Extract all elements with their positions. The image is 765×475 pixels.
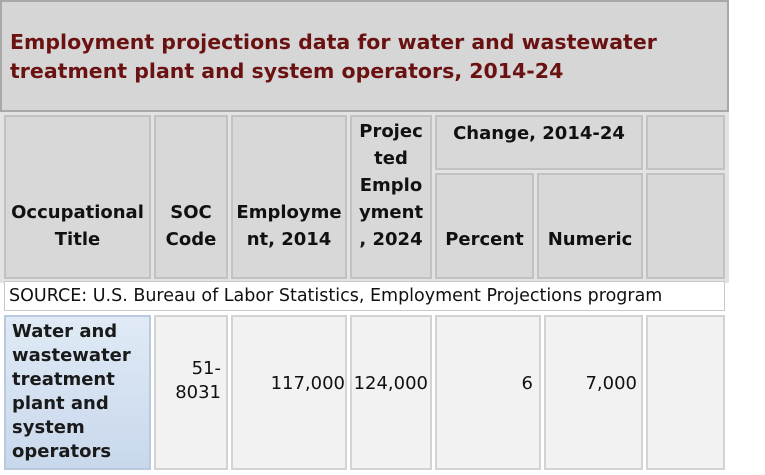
header-numeric: Numeric bbox=[537, 173, 643, 279]
header-employment-2014: Employme nt, 2014 bbox=[231, 115, 347, 279]
header-soc-code: SOC Code bbox=[154, 115, 228, 279]
table-cell-projected-employment: 124,000 bbox=[350, 315, 432, 470]
header-change-group: Change, 2014-24 bbox=[435, 115, 643, 170]
table-caption: Employment projections data for water an… bbox=[10, 30, 657, 83]
header-spacer-top bbox=[646, 115, 725, 170]
soc-code-value: 51-8031 bbox=[175, 358, 221, 403]
percent-value: 6 bbox=[521, 373, 533, 394]
header-occupational-title: Occupational Title bbox=[4, 115, 151, 279]
employment-2014-value: 117,000 bbox=[270, 373, 345, 394]
numeric-value: 7,000 bbox=[585, 373, 637, 394]
source-note: SOURCE: U.S. Bureau of Labor Statistics,… bbox=[4, 281, 725, 311]
table-caption-box bbox=[0, 0, 729, 112]
row-header-cell bbox=[4, 315, 151, 470]
header-change-group-label: Change, 2014-24 bbox=[453, 123, 625, 144]
table-cell-soc-code: 51-8031 bbox=[154, 315, 228, 470]
table-cell-percent: 6 bbox=[435, 315, 541, 470]
projected-employment-value: 124,000 bbox=[353, 373, 428, 394]
table-cell-empty bbox=[646, 315, 725, 470]
header-projected-employment-2024: Projec ted Emplo yment , 2024 bbox=[350, 115, 432, 279]
table-cell-numeric: 7,000 bbox=[544, 315, 643, 470]
header-percent: Percent bbox=[435, 173, 534, 279]
row-occupational-title: Water and wastewater treatment plant and… bbox=[12, 321, 131, 462]
header-spacer-bottom bbox=[646, 173, 725, 279]
table-cell-employment-2014: 117,000 bbox=[231, 315, 347, 470]
